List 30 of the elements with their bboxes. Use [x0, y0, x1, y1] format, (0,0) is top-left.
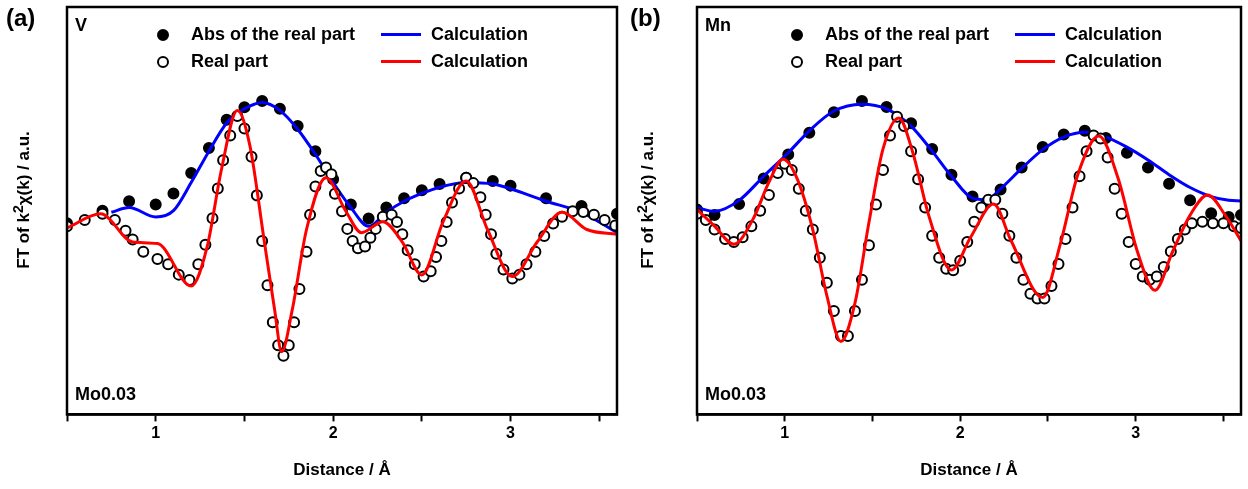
legend-label: Real part — [191, 51, 269, 72]
point — [362, 212, 375, 225]
x-tick-label: 1 — [780, 424, 790, 442]
x-tick-label: 2 — [955, 424, 965, 442]
legend-label: Abs of the real part — [191, 24, 356, 45]
x-tick-label: 3 — [1131, 424, 1141, 442]
text: Mn — [705, 14, 731, 35]
point — [1184, 194, 1197, 207]
x-tick-label: 3 — [506, 424, 516, 442]
point — [1205, 207, 1218, 220]
x-tick-label: 2 — [328, 424, 338, 442]
x-tick-label: 1 — [151, 424, 161, 442]
chart-title: (a) — [6, 4, 36, 32]
legend-label: Calculation — [431, 24, 529, 45]
point — [123, 195, 136, 208]
point — [1141, 161, 1154, 174]
x-axis-title: Distance / Å — [920, 460, 1018, 480]
point — [149, 198, 162, 211]
annotation: Mo0.03 — [75, 384, 137, 405]
legend-label: Real part — [825, 51, 903, 72]
annotation: Mo0.03 — [705, 384, 767, 405]
chart-title: (b) — [630, 4, 661, 32]
point — [167, 187, 180, 200]
text: V — [75, 14, 88, 35]
legend-label: Calculation — [431, 51, 529, 72]
legend-label: Calculation — [1065, 24, 1163, 45]
x-axis-title: Distance / Å — [293, 460, 391, 480]
legend-label: Abs of the real part — [825, 24, 990, 45]
legend-label: Calculation — [1065, 51, 1163, 72]
point — [1163, 177, 1176, 190]
